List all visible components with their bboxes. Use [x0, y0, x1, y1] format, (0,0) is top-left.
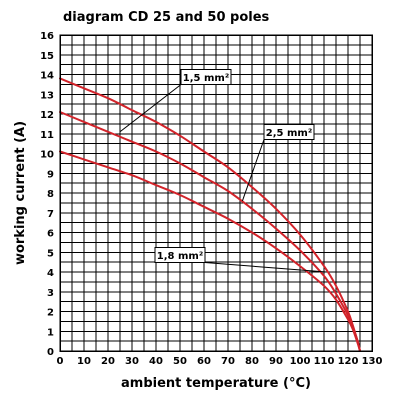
x-tick-label: 130 [362, 356, 383, 367]
y-tick-label: 10 [40, 150, 54, 161]
annotation-leader [241, 139, 265, 202]
annotation-leader [204, 262, 327, 273]
grid [59, 34, 373, 352]
series-line [59, 77, 361, 352]
annotation-label: 2,5 mm² [266, 128, 312, 139]
x-axis-label: ambient temperature (°C) [121, 376, 311, 391]
series-line [59, 111, 361, 352]
y-tick-label: 2 [47, 308, 54, 319]
y-tick-label: 6 [47, 229, 54, 240]
y-tick-label: 13 [40, 90, 54, 101]
y-axis-label: working current (A) [13, 121, 28, 265]
y-tick-label: 12 [40, 110, 54, 121]
annotation-box [263, 124, 315, 140]
y-tick-label: 5 [47, 248, 54, 259]
x-tick-label: 20 [101, 356, 115, 367]
x-tick-label: 60 [197, 356, 211, 367]
x-tick-label: 0 [57, 356, 64, 367]
series-lines [59, 77, 361, 352]
x-tick-label: 50 [173, 356, 187, 367]
annotation-box [154, 247, 206, 263]
annotation-label: 1,5 mm² [183, 73, 229, 84]
y-tick-label: 4 [47, 268, 54, 279]
x-tick-label: 70 [221, 356, 235, 367]
x-tick-label: 80 [245, 356, 259, 367]
y-tick-label: 9 [47, 169, 54, 180]
annotation-label: 1,8 mm² [157, 251, 203, 262]
y-tick-label: 3 [47, 288, 54, 299]
x-tick-label: 30 [125, 356, 139, 367]
tick-labels: 0 10 20 30 40 50 60 70 80 90 100 110 120 130012345678… [40, 31, 382, 367]
x-tick-label: 100 [290, 356, 311, 367]
y-tick-label: 16 [40, 31, 54, 42]
y-tick-label: 15 [40, 51, 54, 62]
chart-title: diagram CD 25 and 50 poles [63, 10, 270, 25]
y-tick-label: 7 [47, 209, 54, 220]
y-tick-label: 14 [40, 71, 54, 82]
annotations: 1,5 mm² 2,5 mm² 1,8 mm² [119, 69, 327, 273]
x-tick-label: 40 [149, 356, 163, 367]
y-tick-label: 0 [47, 347, 54, 358]
x-tick-label: 90 [269, 356, 283, 367]
y-tick-label: 1 [47, 327, 54, 338]
plot-frame [59, 34, 373, 352]
x-tick-label: 110 [314, 356, 335, 367]
annotation-leader [119, 84, 182, 133]
y-tick-label: 11 [40, 130, 54, 141]
y-tick-label: 8 [47, 189, 54, 200]
x-tick-label: 10 [77, 356, 91, 367]
series-line [59, 150, 361, 352]
x-tick-label: 120 [338, 356, 359, 367]
annotation-box [180, 69, 232, 85]
